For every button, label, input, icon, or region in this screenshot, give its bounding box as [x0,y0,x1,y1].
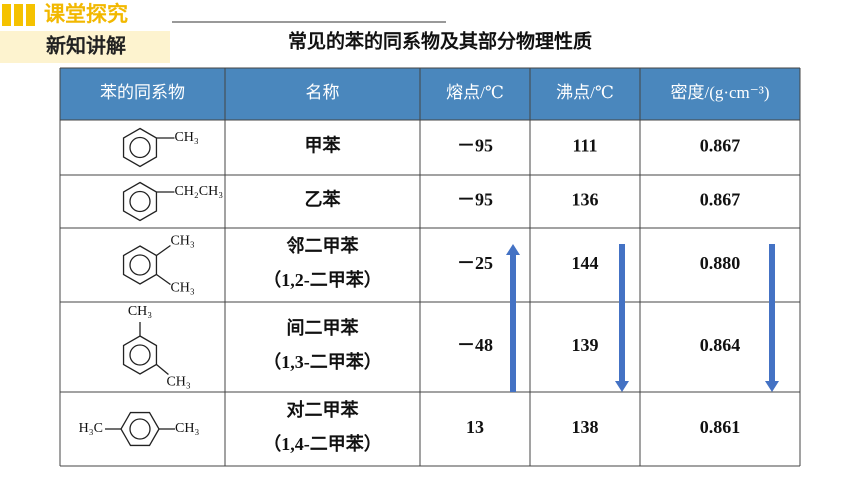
substituent: CH₃ [128,304,152,319]
structure: CH₃ [122,127,199,168]
trend-arrow-head [615,381,629,392]
benzene-ring [122,335,158,375]
deco-block [14,4,23,26]
boiling-value: 138 [572,417,599,437]
column-header: 熔点/℃ [446,83,504,102]
compound-name: 间二甲苯 [287,317,360,338]
table: 苯的同系物 名称 熔点/℃ 沸点/℃ 密度/(g·cm⁻³) 甲苯 －95 111 0.867 C… [59,67,801,467]
header-row [60,68,800,120]
column-header: 沸点/℃ [556,83,614,102]
trend-arrow-shaft [769,244,775,382]
bond [156,364,169,375]
compound-name: 乙苯 [305,189,342,210]
substituent: CH₃ [170,281,194,296]
structure: CH₃ CH₃ [122,234,195,296]
bond [156,273,171,286]
melting-value: －95 [457,136,493,156]
bond [156,244,171,257]
structure: H₃C CH₃ [79,411,199,447]
boiling-value: 136 [572,190,599,210]
density-value: 0.880 [700,253,741,273]
aromatic-circle [129,344,151,366]
melting-value: 13 [466,417,484,437]
boiling-value: 144 [572,253,599,273]
compound-alias: （1,4-二甲苯） [263,433,382,454]
substituent: CH₃ [174,130,198,145]
compound-alias: （1,3-二甲苯） [263,351,382,372]
subtitle: 新知讲解 [46,34,126,58]
trend-arrow-shaft [510,254,516,392]
boiling-value: 139 [572,335,599,355]
compound-name: 邻二甲苯 [287,235,360,256]
deco-block [26,4,35,26]
density-value: 0.867 [700,190,741,210]
substituent: CH₃ [170,234,194,249]
section-title: 课堂探究 [44,2,128,26]
compound-name: 对二甲苯 [287,399,360,420]
substituent: CH₃ [166,375,190,390]
column-header: 密度/(g·cm⁻³) [670,83,769,102]
subtitle-box [0,31,170,63]
table-title: 常见的苯的同系物及其部分物理性质 [288,29,592,52]
melting-value: －95 [457,190,493,210]
melting-value: －25 [457,253,493,273]
trend-arrow-head [765,381,779,392]
column-header: 苯的同系物 [100,83,185,102]
density-value: 0.861 [700,417,741,437]
substituent: H₃C [79,421,103,436]
column-header: 名称 [306,83,340,102]
compound-alias: （1,2-二甲苯） [263,269,382,290]
melting-value: －48 [457,335,493,355]
aromatic-circle [129,418,151,440]
substituent: CH₂CH₃ [174,184,223,199]
aromatic-circle [129,136,151,159]
deco-block [2,4,11,26]
structure: CH₃ CH₃ [122,304,191,390]
substituent: CH₃ [175,421,199,436]
density-value: 0.864 [700,335,741,355]
trend-arrow-head [506,244,520,255]
trend-arrow-shaft [619,244,625,382]
compound-name: 甲苯 [305,135,342,156]
boiling-value: 111 [572,136,597,156]
structure: CH₂CH₃ [122,181,223,222]
aromatic-circle [129,190,151,213]
aromatic-circle [129,254,151,276]
density-value: 0.867 [700,136,741,156]
